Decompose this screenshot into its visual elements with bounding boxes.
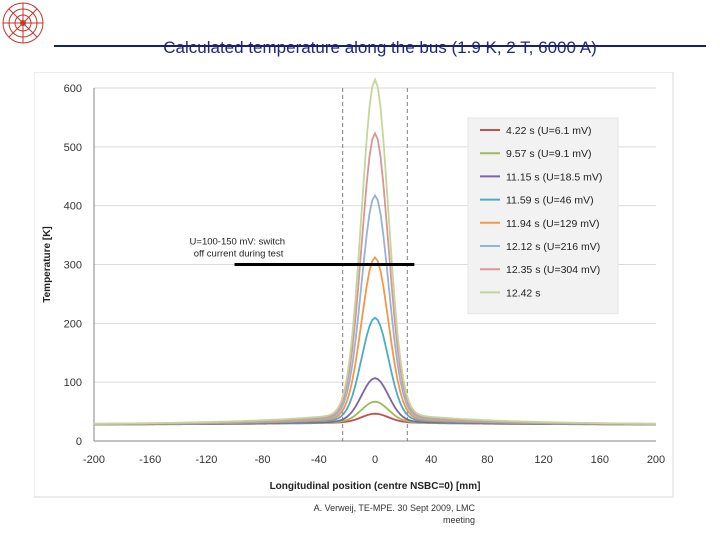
x-tick-label: 0 — [372, 454, 378, 466]
x-tick-label: -80 — [255, 454, 271, 466]
footer-line-1: A. Verweij, TE-MPE. 30 Sept 2009, LMC — [313, 503, 475, 513]
y-axis-title: Temperature [K] — [42, 226, 53, 303]
y-tick-label: 0 — [76, 436, 82, 448]
legend-label: 11.94 s (U=129 mV) — [506, 218, 599, 230]
temperature-chart: 0 100 200 300 400 500 600 -200 -160 -120 -80 -40 0 40… — [34, 72, 674, 498]
legend-label: 12.42 s — [506, 287, 540, 299]
x-tick-label: -40 — [311, 454, 327, 466]
slide-footer: A. Verweij, TE-MPE. 30 Sept 2009, LMC me… — [265, 502, 475, 526]
annotation-text: U=100-150 mV: switch — [190, 236, 285, 247]
x-tick-label: 120 — [534, 454, 552, 466]
y-tick-label: 300 — [64, 260, 82, 272]
x-tick-label: 40 — [425, 454, 437, 466]
y-tick-label: 400 — [64, 201, 82, 213]
x-tick-label: 200 — [647, 454, 665, 466]
slide-title: Calculated temperature along the bus (1.… — [163, 38, 597, 57]
institution-logo — [0, 0, 46, 46]
footer-line-2: meeting — [442, 515, 475, 525]
legend-label: 11.15 s (U=18.5 mV) — [506, 171, 602, 183]
title-rule — [54, 45, 706, 47]
x-tick-label: 80 — [481, 454, 493, 466]
legend-label: 4.22 s (U=6.1 mV) — [506, 125, 592, 137]
y-tick-label: 600 — [64, 83, 82, 95]
legend-label: 12.12 s (U=216 mV) — [506, 241, 600, 253]
y-tick-label: 200 — [64, 318, 82, 330]
legend-box — [467, 117, 619, 315]
x-tick-label: -200 — [83, 454, 105, 466]
legend-label: 9.57 s (U=9.1 mV) — [506, 148, 592, 160]
legend-label: 12.35 s (U=304 mV) — [506, 264, 600, 276]
series-line-8 — [93, 77, 657, 425]
y-tick-label: 500 — [64, 142, 82, 154]
annotation-text: off current during test — [194, 248, 284, 259]
x-tick-label: -160 — [139, 454, 161, 466]
x-axis-title: Longitudinal position (centre NSBC=0) [m… — [270, 481, 481, 492]
x-tick-label: -120 — [195, 454, 217, 466]
y-tick-label: 100 — [64, 377, 82, 389]
x-tick-label: 160 — [591, 454, 609, 466]
legend-label: 11.59 s (U=46 mV) — [506, 195, 594, 207]
